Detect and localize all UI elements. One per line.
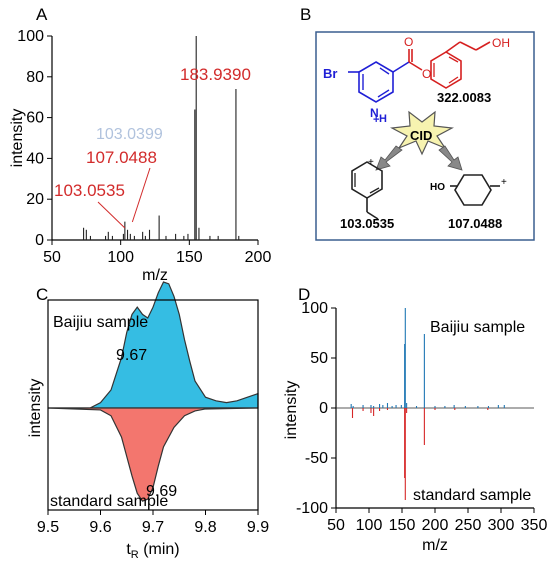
c-annotation-967: 9.67: [116, 347, 147, 364]
frag-107-ho: HO: [430, 182, 445, 193]
c-annotation-969: 9.69: [146, 483, 177, 500]
chart-c: 9.5 9.6 9.7 9.8 9.9 tR (min) intensity Baijiu s…: [27, 281, 269, 561]
d-y-tick-label: -100: [296, 500, 328, 517]
c-x-tick-label: 9.7: [142, 519, 164, 536]
d-y-tick-label: 50: [310, 350, 328, 367]
panel-d: D -100 -50 0 50 100 50 100 150 200 250 300 350 m/z in…: [283, 285, 547, 554]
d-x-tick-label: 150: [389, 517, 416, 534]
fragment-103: + 103.0535: [340, 157, 394, 231]
a-leader-103: [97, 201, 126, 229]
c-x-axis-label: tR (min): [126, 541, 179, 561]
h-atom: H: [379, 113, 387, 125]
d-x-tick-label: 300: [488, 517, 515, 534]
a-y-axis-label: intensity: [9, 109, 26, 168]
frag-103-charge: +: [368, 157, 374, 168]
arrow-left: [375, 145, 403, 171]
c-x-tick-label: 9.5: [37, 519, 59, 536]
panel-b-label: B: [300, 5, 311, 24]
cid-label: CID: [410, 128, 432, 143]
a-annotation-183: 183.9390: [180, 65, 251, 84]
a-x-tick-label: 150: [176, 249, 203, 266]
a-y-tick-label: 0: [35, 232, 44, 249]
panel-b: B Br N H + O O: [300, 5, 535, 241]
d-x-tick-label: 100: [356, 517, 383, 534]
d-x-tick-label: 200: [422, 517, 449, 534]
panel-d-label: D: [298, 285, 310, 304]
c-legend-baijiu: Baijiu sample: [53, 314, 148, 331]
a-x-tick-label: 200: [245, 249, 272, 266]
oh-group: OH: [492, 36, 510, 50]
a-x-tick-label: 50: [43, 249, 61, 266]
d-y-axis-label: intensity: [283, 381, 300, 440]
a-annotation-103: 103.0535: [54, 181, 125, 200]
d-legend-baijiu: Baijiu sample: [430, 319, 525, 336]
a-x-axis-label: m/z: [142, 267, 168, 284]
a-y-tick-label: 20: [26, 191, 44, 208]
a-y-tick-label: 80: [26, 69, 44, 86]
arrow-right: [438, 145, 463, 171]
parent-molecule: Br N H + O O OH 322.0083: [323, 35, 510, 126]
d-y-tick-label: 0: [319, 400, 328, 417]
a-x-tick-label: 100: [107, 249, 134, 266]
d-y-tick-label: 100: [301, 300, 328, 317]
n-atom: N: [370, 106, 379, 120]
fragment-107: HO + 107.0488: [430, 174, 507, 231]
ester-o: O: [422, 67, 431, 81]
c-series-standard: [47, 407, 259, 502]
carbonyl-o: O: [404, 35, 413, 49]
a-y-tick-label: 60: [26, 110, 44, 127]
c-x-tick-label: 9.8: [194, 519, 216, 536]
d-x-tick-label: 250: [455, 517, 482, 534]
panel-c-label: C: [36, 285, 48, 304]
d-y-tick-label: -50: [305, 450, 328, 467]
pyridine-ring: [358, 61, 394, 103]
chart-a: 0 20 40 60 80 100 50 100 150 200 m/z intensity 103.0…: [9, 28, 271, 284]
panel-a-label: A: [36, 5, 48, 24]
frag-107-charge: +: [501, 177, 507, 188]
panel-a: A 0 20 40 60 80 100 50 100 150 200 m/z intensity 103…: [9, 5, 271, 284]
parent-mz: 322.0083: [437, 90, 491, 105]
a-annotation-107: 107.0488: [86, 148, 157, 167]
frag-107-label: 107.0488: [448, 216, 502, 231]
d-x-tick-label: 350: [521, 517, 548, 534]
c-x-tick-label: 9.9: [247, 519, 269, 536]
c-x-tick-label: 9.6: [89, 519, 111, 536]
chart-d: -100 -50 0 50 100 50 100 150 200 250 300 350 m/z inte…: [283, 300, 547, 554]
frag-103-label: 103.0535: [340, 216, 394, 231]
d-legend-standard: standard sample: [413, 487, 531, 504]
a-obscured-label: 103.0399: [96, 126, 163, 143]
a-y-tick-label: 100: [17, 28, 44, 45]
panel-c: C 9.5 9.6 9.7 9.8 9.9 tR (min) intensity Baijiu…: [27, 281, 269, 561]
phenol-ring: [430, 51, 462, 89]
a-y-tick-label: 40: [26, 150, 44, 167]
cid-burst: [390, 110, 454, 156]
a-leader-107: [131, 167, 151, 223]
c-y-axis-label: intensity: [27, 379, 44, 438]
c-legend-standard: standard sample: [50, 493, 168, 510]
c-series-baijiu: [48, 281, 259, 409]
n-charge: +: [373, 114, 379, 126]
scheme-frame: [315, 31, 535, 241]
d-x-axis-label: m/z: [422, 537, 448, 554]
br-atom: Br: [323, 66, 337, 81]
d-x-tick-label: 50: [327, 517, 345, 534]
